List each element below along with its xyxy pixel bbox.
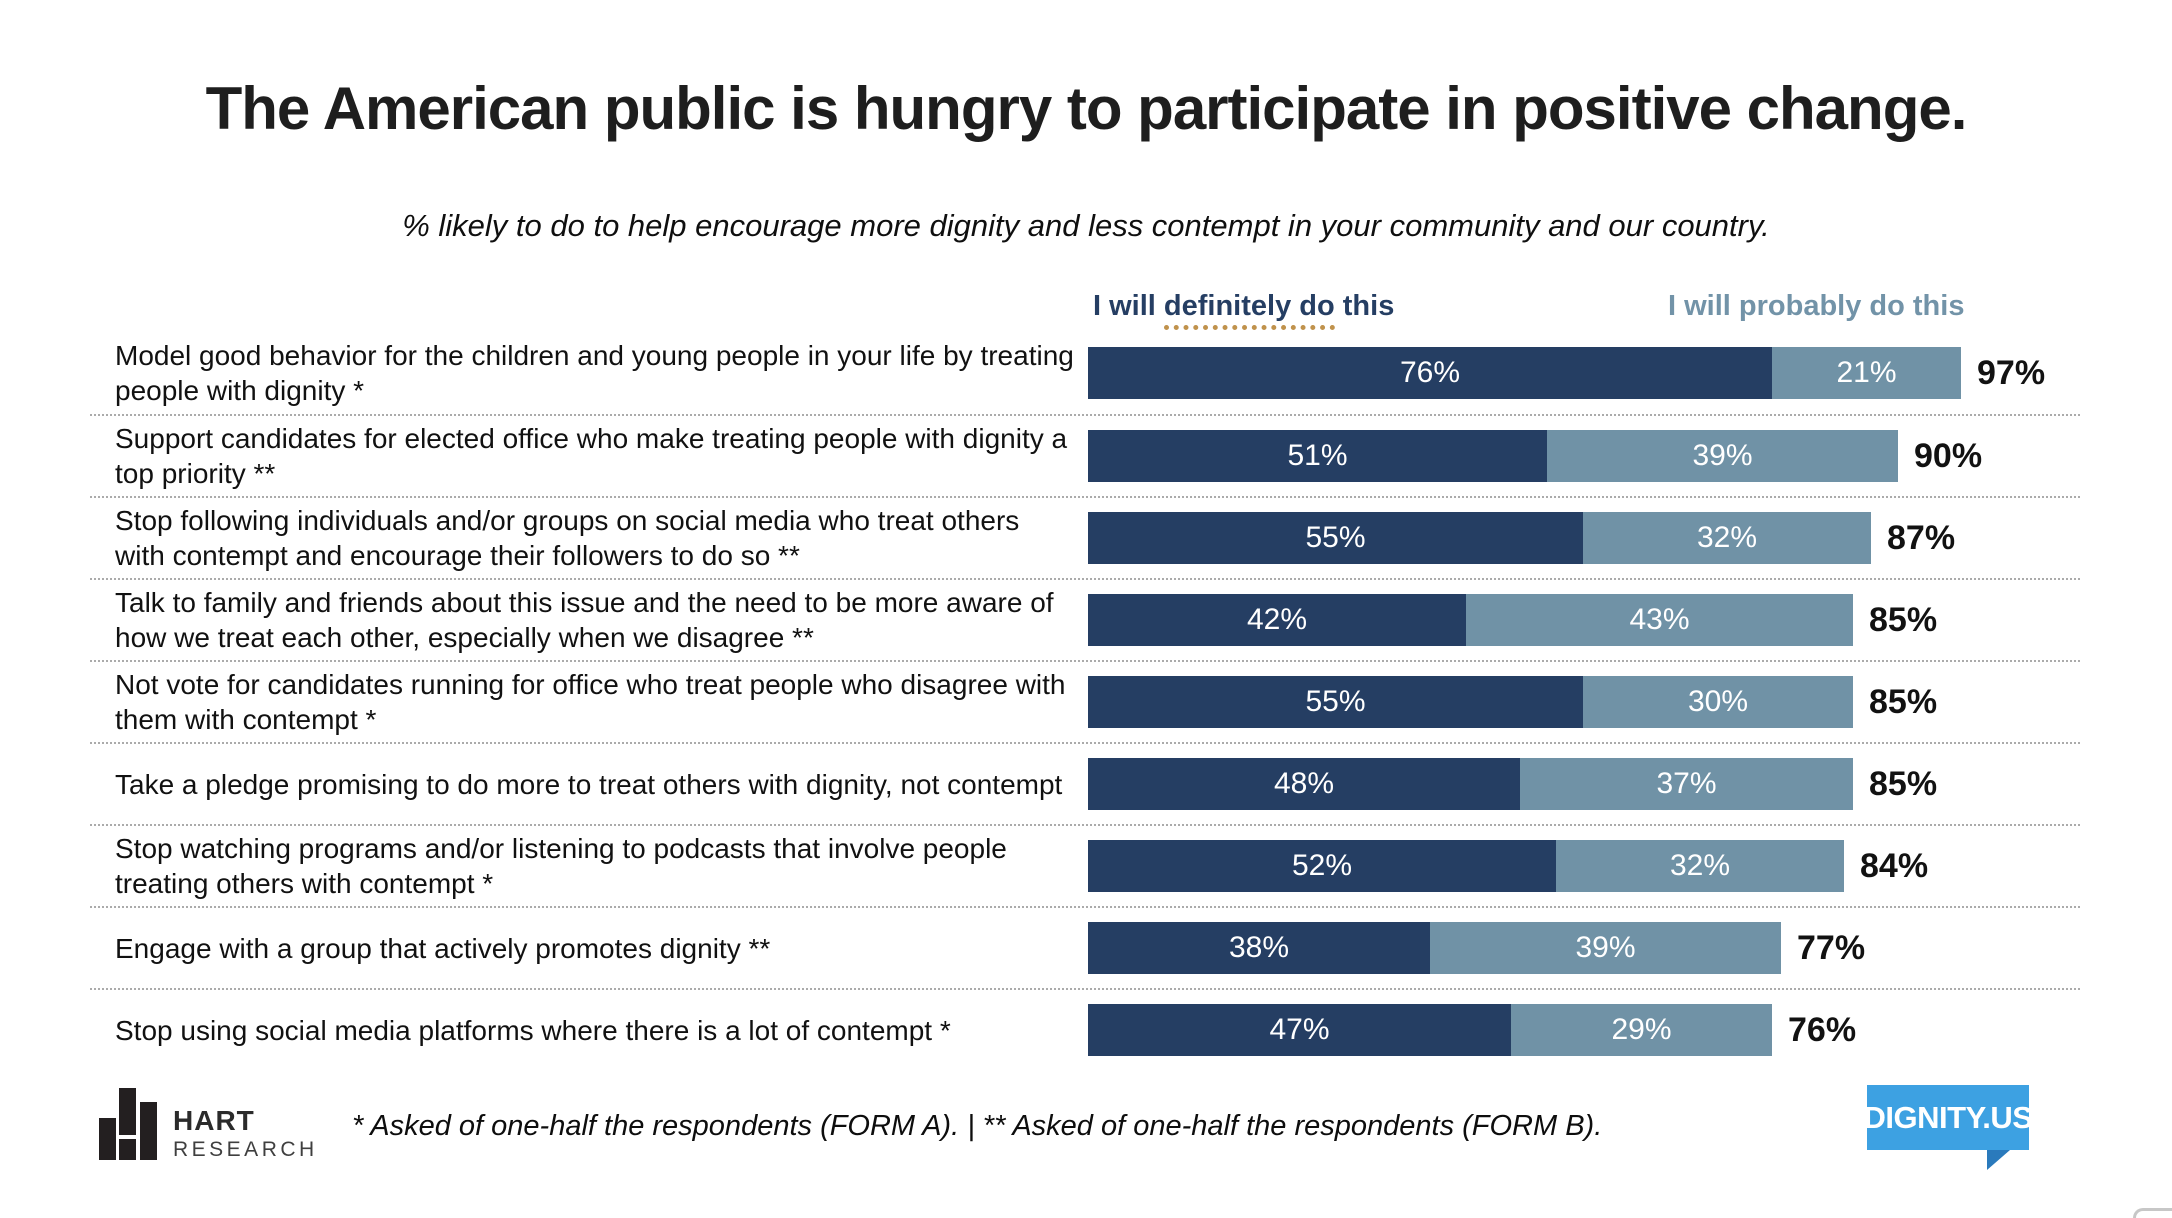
row-bars: 42% 43% 85% bbox=[1088, 594, 1937, 646]
row-label: Stop watching programs and/or listening … bbox=[115, 833, 1007, 899]
row-total: 87% bbox=[1887, 518, 1956, 557]
hart-logo-line1: HART bbox=[173, 1105, 255, 1136]
chart-row: Stop using social media platforms where … bbox=[90, 988, 2080, 1070]
row-label: Model good behavior for the children and… bbox=[115, 340, 1074, 406]
row-label: Engage with a group that actively promot… bbox=[115, 932, 771, 964]
row-label: Support candidates for elected office wh… bbox=[115, 423, 1068, 489]
row-bars: 55% 32% 87% bbox=[1088, 512, 1955, 564]
bar-probably: 30% bbox=[1583, 676, 1853, 728]
hart-logo-text: HART RESEARCH bbox=[173, 1086, 318, 1169]
chart-row: Engage with a group that actively promot… bbox=[90, 906, 2080, 988]
chart-row: Take a pledge promising to do more to tr… bbox=[90, 742, 2080, 824]
row-label: Stop following individuals and/or groups… bbox=[115, 505, 1020, 571]
chart-subtitle: % likely to do to help encourage more di… bbox=[402, 208, 1770, 243]
bar-definitely: 76% bbox=[1088, 347, 1772, 399]
chart-row: Not vote for candidates running for offi… bbox=[90, 660, 2080, 742]
row-bars: 48% 37% 85% bbox=[1088, 758, 1937, 810]
hart-research-logo: HART RESEARCH bbox=[95, 1086, 318, 1169]
dignity-us-logo: DIGNITY.US bbox=[1864, 1085, 2033, 1170]
bar-probably: 32% bbox=[1556, 840, 1844, 892]
legend-definitely-prefix: I will bbox=[1093, 290, 1164, 322]
bar-definitely: 52% bbox=[1088, 840, 1556, 892]
bar-probably: 21% bbox=[1772, 347, 1961, 399]
row-label: Stop using social media platforms where … bbox=[115, 1014, 951, 1046]
bar-probably: 39% bbox=[1547, 430, 1898, 482]
page-title: The American public is hungry to partici… bbox=[205, 75, 1968, 142]
chart-row: Stop following individuals and/or groups… bbox=[90, 496, 2080, 578]
chart-row: Model good behavior for the children and… bbox=[90, 332, 2080, 414]
legend-definitely-underlined: definitely do bbox=[1163, 290, 1335, 330]
legend-definitely: I will definitely do this bbox=[1093, 290, 1395, 330]
row-total: 85% bbox=[1869, 682, 1938, 721]
legend-probably: I will probably do this bbox=[1668, 290, 1965, 322]
bar-probably: 37% bbox=[1520, 758, 1853, 810]
dignity-us-label: DIGNITY.US bbox=[1864, 1085, 2033, 1150]
row-label: Not vote for candidates running for offi… bbox=[115, 669, 1066, 735]
chart-row: Stop watching programs and/or listening … bbox=[90, 824, 2080, 906]
bar-definitely: 42% bbox=[1088, 594, 1466, 646]
row-total: 85% bbox=[1869, 764, 1938, 803]
row-total: 97% bbox=[1977, 353, 2046, 392]
bar-definitely: 38% bbox=[1088, 922, 1430, 974]
chart-rows: Model good behavior for the children and… bbox=[90, 332, 2080, 1070]
row-bars: 38% 39% 77% bbox=[1088, 922, 1865, 974]
legend-definitely-suffix: this bbox=[1334, 290, 1395, 322]
bar-definitely: 55% bbox=[1088, 676, 1583, 728]
row-total: 85% bbox=[1869, 600, 1938, 639]
hart-logo-line2: RESEARCH bbox=[173, 1138, 318, 1161]
chart-legend: I will definitely do this I will probabl… bbox=[0, 290, 2172, 336]
bar-definitely: 55% bbox=[1088, 512, 1583, 564]
bar-probably: 39% bbox=[1430, 922, 1781, 974]
row-bars: 47% 29% 76% bbox=[1088, 1004, 1856, 1056]
bar-probably: 29% bbox=[1511, 1004, 1772, 1056]
row-total: 76% bbox=[1788, 1010, 1857, 1049]
bar-definitely: 48% bbox=[1088, 758, 1520, 810]
bar-chart-icon bbox=[95, 1086, 161, 1169]
row-bars: 51% 39% 90% bbox=[1088, 430, 1982, 482]
chart-row: Talk to family and friends about this is… bbox=[90, 578, 2080, 660]
row-label: Talk to family and friends about this is… bbox=[115, 587, 1054, 653]
row-label: Take a pledge promising to do more to tr… bbox=[115, 768, 1063, 800]
bar-definitely: 47% bbox=[1088, 1004, 1511, 1056]
row-bars: 55% 30% 85% bbox=[1088, 676, 1937, 728]
chart-row: Support candidates for elected office wh… bbox=[90, 414, 2080, 496]
bar-probably: 32% bbox=[1583, 512, 1871, 564]
row-total: 90% bbox=[1914, 436, 1983, 475]
row-bars: 76% 21% 97% bbox=[1088, 347, 2045, 399]
speech-bubble-tail-icon bbox=[1987, 1150, 2010, 1170]
row-total: 77% bbox=[1797, 928, 1866, 967]
bar-probably: 43% bbox=[1466, 594, 1853, 646]
row-bars: 52% 32% 84% bbox=[1088, 840, 1928, 892]
corner-control-partial[interactable] bbox=[2133, 1208, 2172, 1218]
footnote: * Asked of one-half the respondents (FOR… bbox=[352, 1110, 1603, 1142]
bar-definitely: 51% bbox=[1088, 430, 1547, 482]
row-total: 84% bbox=[1860, 846, 1929, 885]
